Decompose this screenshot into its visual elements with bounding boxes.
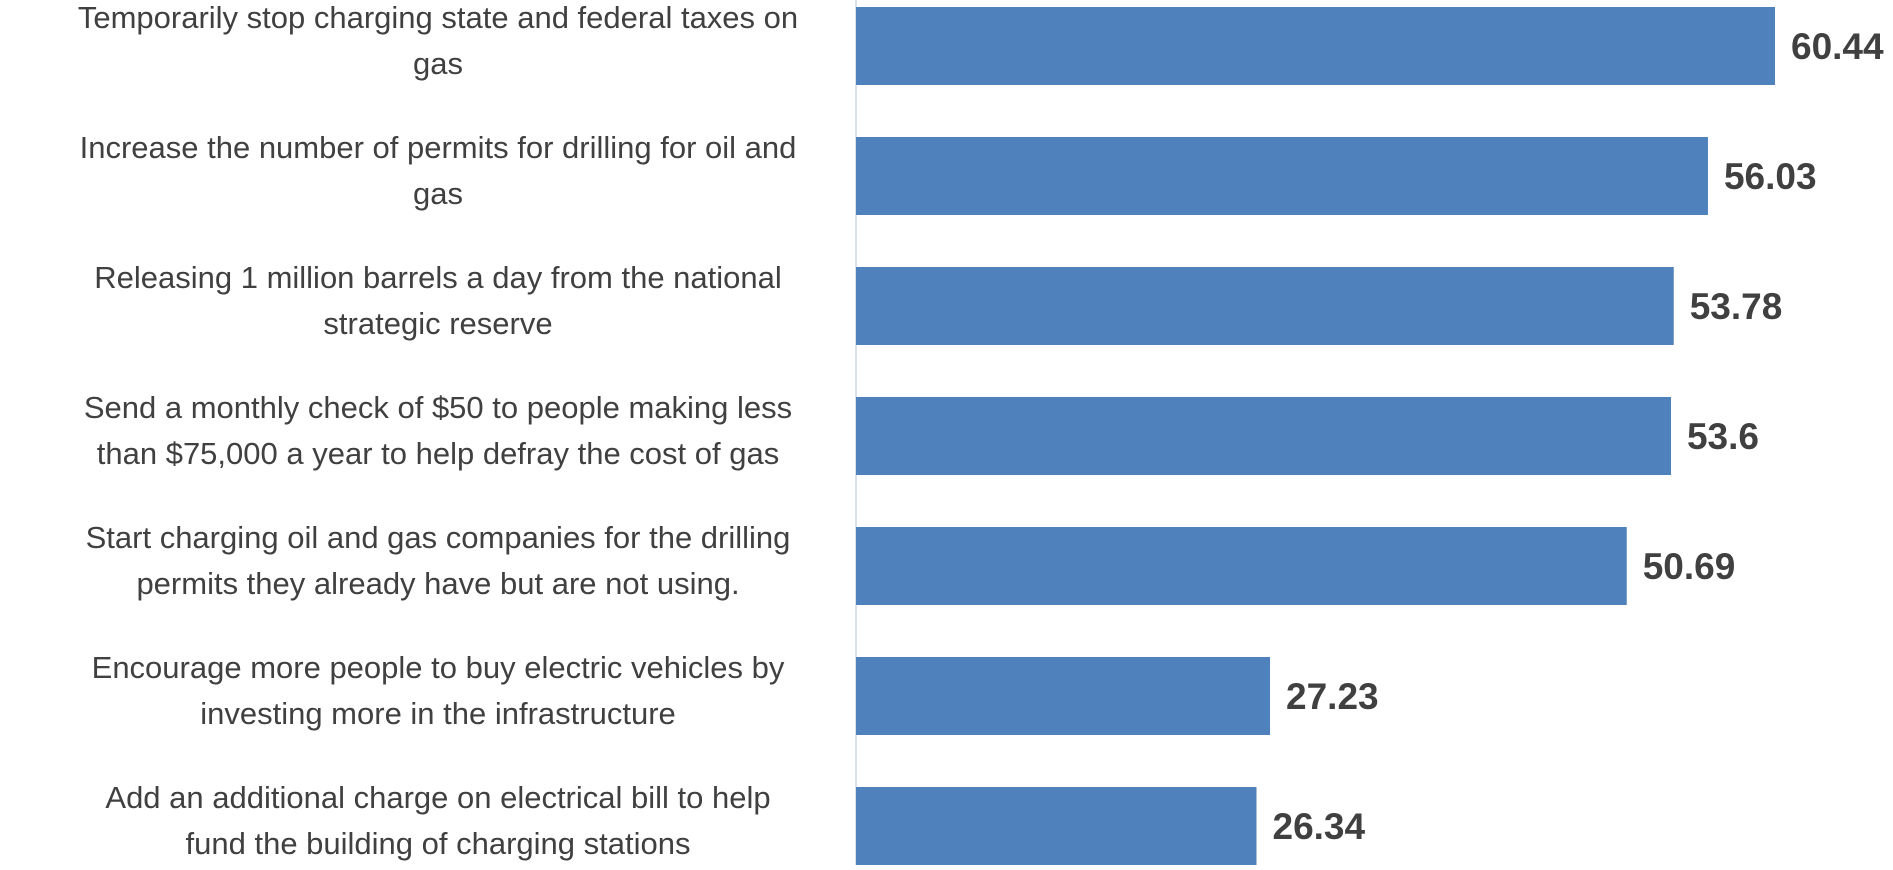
category-label-5: Start charging oil and gas companies for… bbox=[86, 520, 791, 601]
category-label-line: Temporarily stop charging state and fede… bbox=[78, 0, 798, 35]
category-label-7: Add an additional charge on electrical b… bbox=[105, 780, 770, 861]
value-label-3: 53.78 bbox=[1690, 286, 1783, 327]
category-label-line: Encourage more people to buy electric ve… bbox=[92, 650, 785, 685]
value-label-7: 26.34 bbox=[1273, 806, 1366, 847]
category-label-2: Increase the number of permits for drill… bbox=[80, 130, 797, 211]
category-label-line: Releasing 1 million barrels a day from t… bbox=[94, 260, 782, 295]
category-label-line: Increase the number of permits for drill… bbox=[80, 130, 797, 165]
bar-4 bbox=[856, 397, 1671, 475]
bars bbox=[856, 7, 1775, 865]
category-label-line: Start charging oil and gas companies for… bbox=[86, 520, 791, 555]
category-label-line: investing more in the infrastructure bbox=[200, 696, 676, 731]
category-label-line: than $75,000 a year to help defray the c… bbox=[97, 436, 779, 471]
category-labels: Temporarily stop charging state and fede… bbox=[78, 0, 798, 861]
category-label-1: Temporarily stop charging state and fede… bbox=[78, 0, 798, 81]
category-label-3: Releasing 1 million barrels a day from t… bbox=[94, 260, 782, 341]
bar-5 bbox=[856, 527, 1627, 605]
bar-2 bbox=[856, 137, 1708, 215]
category-label-line: Add an additional charge on electrical b… bbox=[105, 780, 770, 815]
category-label-6: Encourage more people to buy electric ve… bbox=[92, 650, 785, 731]
value-label-2: 56.03 bbox=[1724, 156, 1817, 197]
category-label-4: Send a monthly check of $50 to people ma… bbox=[84, 390, 792, 471]
category-label-line: gas bbox=[413, 46, 463, 81]
value-label-6: 27.23 bbox=[1286, 676, 1379, 717]
bar-7 bbox=[856, 787, 1257, 865]
category-label-line: gas bbox=[413, 176, 463, 211]
value-label-4: 53.6 bbox=[1687, 416, 1759, 457]
category-label-line: Send a monthly check of $50 to people ma… bbox=[84, 390, 792, 425]
value-label-1: 60.44 bbox=[1791, 26, 1884, 67]
category-label-line: strategic reserve bbox=[323, 306, 552, 341]
bar-6 bbox=[856, 657, 1271, 735]
bar-3 bbox=[856, 267, 1674, 345]
category-label-line: permits they already have but are not us… bbox=[136, 566, 739, 601]
value-labels: 60.44 56.03 53.78 53.6 50.69 27.23 26.34 bbox=[1273, 26, 1885, 847]
bar-1 bbox=[856, 7, 1775, 85]
value-label-5: 50.69 bbox=[1643, 546, 1736, 587]
category-label-line: fund the building of charging stations bbox=[186, 826, 691, 861]
